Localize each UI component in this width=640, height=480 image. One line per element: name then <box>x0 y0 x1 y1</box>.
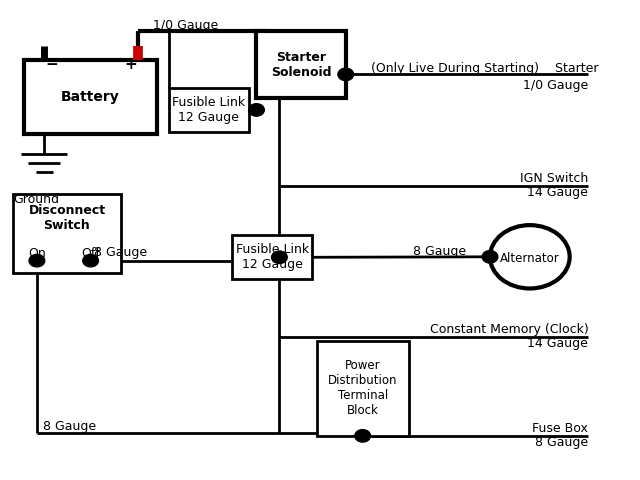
Text: Starter
Solenoid: Starter Solenoid <box>271 51 332 79</box>
Text: Battery: Battery <box>61 90 120 104</box>
Circle shape <box>83 254 99 267</box>
Circle shape <box>482 251 498 263</box>
Circle shape <box>355 430 371 442</box>
Bar <box>13 194 121 273</box>
Text: 14 Gauge: 14 Gauge <box>527 337 588 350</box>
Bar <box>317 341 408 436</box>
Text: −: − <box>45 57 58 72</box>
Text: 8 Gauge: 8 Gauge <box>413 244 467 258</box>
Text: Fuse Box: Fuse Box <box>532 421 588 435</box>
Text: Ground: Ground <box>13 192 60 206</box>
Text: On: On <box>28 247 46 260</box>
Bar <box>169 88 248 132</box>
Text: (Only Live During Starting)    Starter: (Only Live During Starting) Starter <box>371 62 598 75</box>
Circle shape <box>29 254 45 267</box>
Text: IGN Switch: IGN Switch <box>520 172 588 185</box>
Text: +: + <box>124 57 137 72</box>
Text: 8 Gauge: 8 Gauge <box>535 436 588 449</box>
Bar <box>24 60 157 134</box>
Text: Fusible Link
12 Gauge: Fusible Link 12 Gauge <box>236 243 308 271</box>
Bar <box>232 235 312 279</box>
Text: Constant Memory (Clock): Constant Memory (Clock) <box>429 323 588 336</box>
Text: Power
Distribution
Terminal
Block: Power Distribution Terminal Block <box>328 360 397 417</box>
Text: 1/0 Gauge: 1/0 Gauge <box>153 19 218 32</box>
Text: Fusible Link
12 Gauge: Fusible Link 12 Gauge <box>172 96 245 124</box>
Text: 1/0 Gauge: 1/0 Gauge <box>523 79 588 93</box>
Text: 8 Gauge: 8 Gauge <box>93 246 147 260</box>
Text: Alternator: Alternator <box>500 252 560 265</box>
Circle shape <box>248 104 264 116</box>
Text: 8 Gauge: 8 Gauge <box>43 420 96 433</box>
Circle shape <box>271 251 287 264</box>
Text: Off: Off <box>81 247 100 260</box>
Circle shape <box>338 68 354 81</box>
Bar <box>257 31 346 98</box>
Text: Disconnect
Switch: Disconnect Switch <box>28 204 106 232</box>
Text: 14 Gauge: 14 Gauge <box>527 186 588 200</box>
Circle shape <box>490 225 570 288</box>
